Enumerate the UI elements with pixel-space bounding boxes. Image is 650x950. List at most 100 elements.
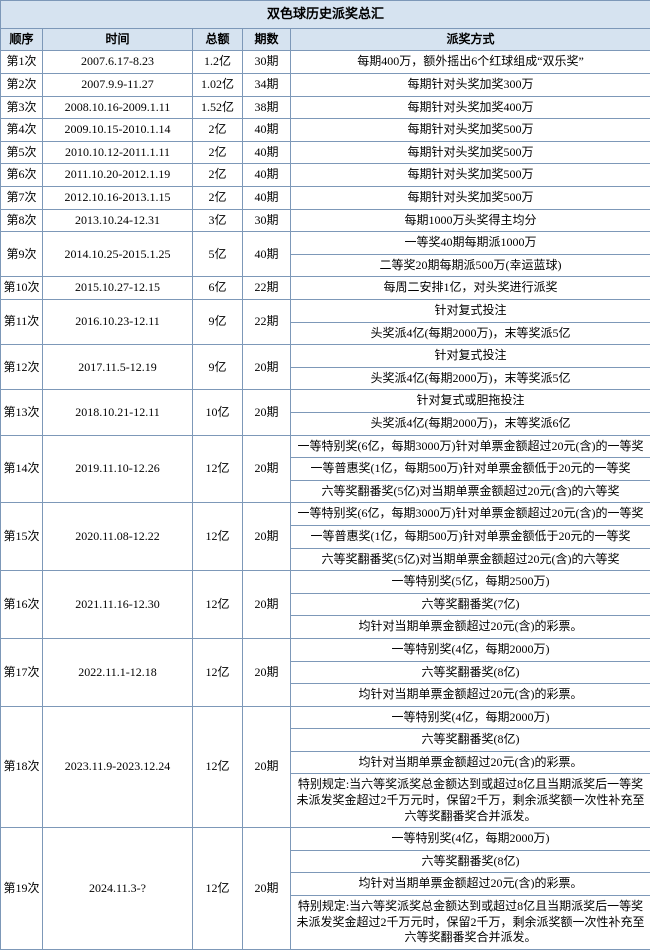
cell-method: 六等奖翻番奖(5亿)对当期单票金额超过20元(含)的六等奖 — [291, 548, 650, 571]
cell-method: 每期针对头奖加奖500万 — [291, 119, 650, 142]
header-row: 顺序 时间 总额 期数 派奖方式 — [1, 28, 650, 51]
cell-seq: 第19次 — [1, 828, 43, 950]
table-row: 第19次2024.11.3-?12亿20期一等特别奖(4亿，每期2000万) — [1, 828, 650, 851]
cell-method: 一等特别奖(4亿，每期2000万) — [291, 706, 650, 729]
cell-total: 2亿 — [193, 119, 243, 142]
cell-total: 12亿 — [193, 571, 243, 639]
cell-total: 12亿 — [193, 828, 243, 950]
cell-method: 均针对当期单票金额超过20元(含)的彩票。 — [291, 616, 650, 639]
cell-method: 特别规定:当六等奖派奖总金额达到或超过8亿且当期派奖后一等奖未派发奖金超过2千万… — [291, 774, 650, 828]
table-row: 第18次2023.11.9-2023.12.2412亿20期一等特别奖(4亿，每… — [1, 706, 650, 729]
table-title: 双色球历史派奖总汇 — [1, 1, 650, 29]
cell-method: 六等奖翻番奖(8亿) — [291, 729, 650, 752]
cell-period: 20期 — [243, 571, 291, 639]
cell-total: 2亿 — [193, 187, 243, 210]
cell-seq: 第5次 — [1, 141, 43, 164]
cell-method: 每期1000万头奖得主均分 — [291, 209, 650, 232]
cell-time: 2016.10.23-12.11 — [43, 300, 193, 345]
table-row: 第11次2016.10.23-12.119亿22期针对复式投注 — [1, 300, 650, 323]
cell-seq: 第8次 — [1, 209, 43, 232]
cell-total: 12亿 — [193, 706, 243, 828]
header-time: 时间 — [43, 28, 193, 51]
cell-period: 22期 — [243, 277, 291, 300]
cell-method: 一等特别奖(5亿，每期2500万) — [291, 571, 650, 594]
cell-seq: 第3次 — [1, 96, 43, 119]
cell-period: 30期 — [243, 209, 291, 232]
cell-period: 20期 — [243, 390, 291, 435]
cell-method: 针对复式投注 — [291, 300, 650, 323]
cell-total: 5亿 — [193, 232, 243, 277]
cell-total: 1.52亿 — [193, 96, 243, 119]
header-seq: 顺序 — [1, 28, 43, 51]
cell-period: 20期 — [243, 638, 291, 706]
cell-period: 30期 — [243, 51, 291, 74]
cell-method: 针对复式或胆拖投注 — [291, 390, 650, 413]
cell-method: 六等奖翻番奖(5亿)对当期单票金额超过20元(含)的六等奖 — [291, 480, 650, 503]
cell-seq: 第13次 — [1, 390, 43, 435]
table-row: 第4次2009.10.15-2010.1.142亿40期每期针对头奖加奖500万 — [1, 119, 650, 142]
header-period: 期数 — [243, 28, 291, 51]
table-row: 第6次2011.10.20-2012.1.192亿40期每期针对头奖加奖500万 — [1, 164, 650, 187]
cell-method: 一等特别奖(4亿，每期2000万) — [291, 638, 650, 661]
cell-method: 每周二安排1亿，对头奖进行派奖 — [291, 277, 650, 300]
cell-seq: 第17次 — [1, 638, 43, 706]
cell-method: 六等奖翻番奖(7亿) — [291, 593, 650, 616]
cell-seq: 第14次 — [1, 435, 43, 503]
cell-time: 2015.10.27-12.15 — [43, 277, 193, 300]
cell-time: 2022.11.1-12.18 — [43, 638, 193, 706]
cell-time: 2024.11.3-? — [43, 828, 193, 950]
cell-method: 一等奖40期每期派1000万 — [291, 232, 650, 255]
table-row: 第13次2018.10.21-12.1110亿20期针对复式或胆拖投注 — [1, 390, 650, 413]
table-row: 第3次2008.10.16-2009.1.111.52亿38期每期针对头奖加奖4… — [1, 96, 650, 119]
cell-total: 1.2亿 — [193, 51, 243, 74]
cell-seq: 第18次 — [1, 706, 43, 828]
cell-method: 六等奖翻番奖(8亿) — [291, 850, 650, 873]
table-row: 第16次2021.11.16-12.3012亿20期一等特别奖(5亿，每期250… — [1, 571, 650, 594]
cell-time: 2011.10.20-2012.1.19 — [43, 164, 193, 187]
cell-seq: 第1次 — [1, 51, 43, 74]
cell-time: 2013.10.24-12.31 — [43, 209, 193, 232]
cell-method: 二等奖20期每期派500万(幸运蓝球) — [291, 254, 650, 277]
title-row: 双色球历史派奖总汇 — [1, 1, 650, 29]
cell-method: 每期针对头奖加奖500万 — [291, 141, 650, 164]
cell-total: 1.02亿 — [193, 74, 243, 97]
cell-method: 一等普惠奖(1亿，每期500万)针对单票金额低于20元的一等奖 — [291, 458, 650, 481]
cell-total: 3亿 — [193, 209, 243, 232]
cell-time: 2010.10.12-2011.1.11 — [43, 141, 193, 164]
table-row: 第15次2020.11.08-12.2212亿20期一等特别奖(6亿，每期300… — [1, 503, 650, 526]
cell-period: 20期 — [243, 706, 291, 828]
cell-period: 34期 — [243, 74, 291, 97]
cell-total: 9亿 — [193, 345, 243, 390]
cell-time: 2021.11.16-12.30 — [43, 571, 193, 639]
table-row: 第12次2017.11.5-12.199亿20期针对复式投注 — [1, 345, 650, 368]
cell-method: 一等普惠奖(1亿，每期500万)针对单票金额低于20元的一等奖 — [291, 525, 650, 548]
cell-seq: 第15次 — [1, 503, 43, 571]
cell-time: 2017.11.5-12.19 — [43, 345, 193, 390]
cell-total: 2亿 — [193, 141, 243, 164]
cell-method: 针对复式投注 — [291, 345, 650, 368]
cell-method: 每期针对头奖加奖300万 — [291, 74, 650, 97]
cell-time: 2012.10.16-2013.1.15 — [43, 187, 193, 210]
cell-period: 20期 — [243, 503, 291, 571]
cell-method: 每期400万，额外摇出6个红球组成“双乐奖” — [291, 51, 650, 74]
cell-time: 2007.6.17-8.23 — [43, 51, 193, 74]
cell-method: 头奖派4亿(每期2000万)，末等奖派6亿 — [291, 412, 650, 435]
cell-total: 12亿 — [193, 435, 243, 503]
table-row: 第2次2007.9.9-11.271.02亿34期每期针对头奖加奖300万 — [1, 74, 650, 97]
cell-period: 40期 — [243, 119, 291, 142]
cell-method: 每期针对头奖加奖400万 — [291, 96, 650, 119]
cell-period: 20期 — [243, 435, 291, 503]
cell-period: 40期 — [243, 164, 291, 187]
cell-period: 40期 — [243, 232, 291, 277]
table-row: 第10次2015.10.27-12.156亿22期每周二安排1亿，对头奖进行派奖 — [1, 277, 650, 300]
table-row: 第5次2010.10.12-2011.1.112亿40期每期针对头奖加奖500万 — [1, 141, 650, 164]
cell-method: 一等特别奖(6亿，每期3000万)针对单票金额超过20元(含)的一等奖 — [291, 503, 650, 526]
cell-method: 特别规定:当六等奖派奖总金额达到或超过8亿且当期派奖后一等奖未派发奖金超过2千万… — [291, 896, 650, 950]
cell-seq: 第4次 — [1, 119, 43, 142]
cell-time: 2019.11.10-12.26 — [43, 435, 193, 503]
cell-period: 20期 — [243, 828, 291, 950]
table-row: 第1次2007.6.17-8.231.2亿30期每期400万，额外摇出6个红球组… — [1, 51, 650, 74]
cell-period: 22期 — [243, 300, 291, 345]
header-method: 派奖方式 — [291, 28, 650, 51]
cell-method: 均针对当期单票金额超过20元(含)的彩票。 — [291, 873, 650, 896]
